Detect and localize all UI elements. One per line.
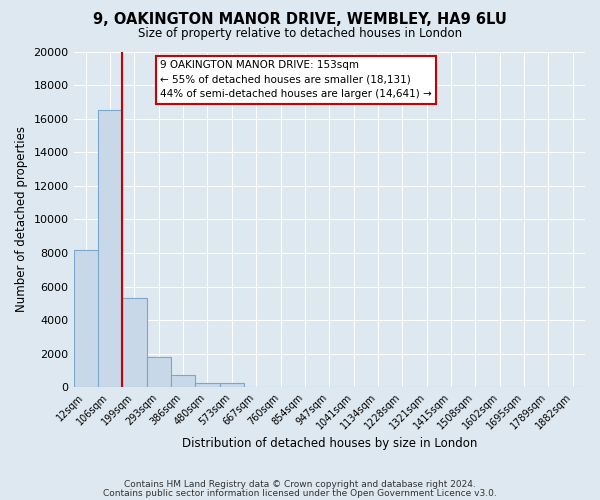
Bar <box>122 298 146 388</box>
Bar <box>220 382 244 388</box>
Bar <box>98 110 122 388</box>
Bar <box>171 374 196 388</box>
Text: Contains public sector information licensed under the Open Government Licence v3: Contains public sector information licen… <box>103 489 497 498</box>
Bar <box>196 382 220 388</box>
Text: 9 OAKINGTON MANOR DRIVE: 153sqm
← 55% of detached houses are smaller (18,131)
44: 9 OAKINGTON MANOR DRIVE: 153sqm ← 55% of… <box>160 60 432 100</box>
Text: Contains HM Land Registry data © Crown copyright and database right 2024.: Contains HM Land Registry data © Crown c… <box>124 480 476 489</box>
X-axis label: Distribution of detached houses by size in London: Distribution of detached houses by size … <box>182 437 477 450</box>
Y-axis label: Number of detached properties: Number of detached properties <box>15 126 28 312</box>
Text: Size of property relative to detached houses in London: Size of property relative to detached ho… <box>138 28 462 40</box>
Text: 9, OAKINGTON MANOR DRIVE, WEMBLEY, HA9 6LU: 9, OAKINGTON MANOR DRIVE, WEMBLEY, HA9 6… <box>93 12 507 28</box>
Bar <box>146 357 171 388</box>
Bar <box>74 250 98 388</box>
